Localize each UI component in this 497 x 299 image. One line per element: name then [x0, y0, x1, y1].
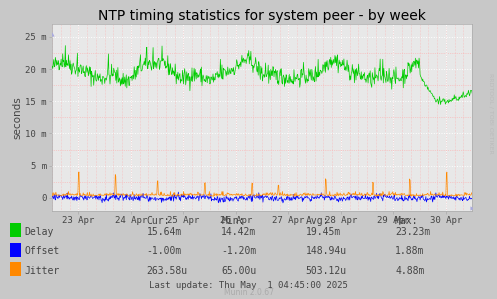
- Title: NTP timing statistics for system peer - by week: NTP timing statistics for system peer - …: [98, 9, 426, 23]
- Text: 1.88m: 1.88m: [395, 246, 424, 256]
- Text: Last update: Thu May  1 04:45:00 2025: Last update: Thu May 1 04:45:00 2025: [149, 281, 348, 290]
- Text: Avg:: Avg:: [306, 216, 329, 226]
- Text: Min:: Min:: [221, 216, 245, 226]
- Text: 503.12u: 503.12u: [306, 266, 347, 276]
- Text: Delay: Delay: [25, 227, 54, 237]
- Text: 23.23m: 23.23m: [395, 227, 430, 237]
- Text: Munin 2.0.67: Munin 2.0.67: [224, 288, 273, 297]
- Y-axis label: seconds: seconds: [12, 96, 22, 139]
- Text: 263.58u: 263.58u: [147, 266, 188, 276]
- Text: RRDTOOL / TOBI OETIKER: RRDTOOL / TOBI OETIKER: [489, 73, 494, 154]
- Text: Jitter: Jitter: [25, 266, 60, 276]
- Text: Max:: Max:: [395, 216, 418, 226]
- Text: 14.42m: 14.42m: [221, 227, 256, 237]
- Text: Offset: Offset: [25, 246, 60, 256]
- Text: -1.00m: -1.00m: [147, 246, 182, 256]
- Text: 19.45m: 19.45m: [306, 227, 341, 237]
- Text: Cur:: Cur:: [147, 216, 170, 226]
- Text: -1.20m: -1.20m: [221, 246, 256, 256]
- Text: 4.88m: 4.88m: [395, 266, 424, 276]
- Text: 148.94u: 148.94u: [306, 246, 347, 256]
- Text: 15.64m: 15.64m: [147, 227, 182, 237]
- Text: 65.00u: 65.00u: [221, 266, 256, 276]
